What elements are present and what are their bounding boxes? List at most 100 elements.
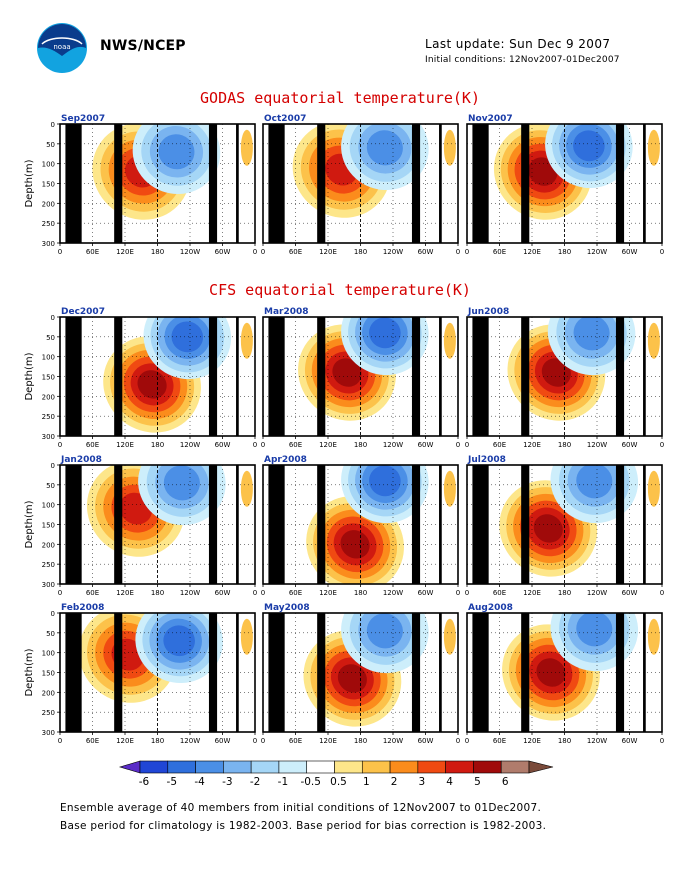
colorbar-label: 2 [391,776,398,788]
land-mask [521,613,530,732]
panel-jun2008: Jun2008 0 60E 120E 180 120W 60W 0 [465,307,664,449]
y-tick-label: 150 [42,670,55,678]
colorbar-arrow-high [528,760,554,774]
x-tick-label: 120E [523,737,541,745]
panel-jul2008: Jul2008 0 60E 120E 180 120W 60W 0 [465,455,664,597]
y-tick-label: 150 [42,181,55,189]
colorbar-swatch [445,760,474,774]
land-mask [472,613,489,732]
warm-contour [541,358,571,387]
panel-label: Apr2008 [264,455,307,465]
x-tick-label: 120E [319,248,337,256]
colorbar-label: 3 [419,776,426,788]
x-tick-label: 0 [465,737,469,745]
warm-contour [647,322,660,359]
x-tick-label: 60E [289,589,302,597]
x-tick-label: 0 [465,589,469,597]
land-mask [65,613,82,732]
x-tick-label: 60W [622,248,638,256]
x-tick-label: 180 [151,248,164,256]
x-tick-label: 0 [253,737,257,745]
colorbar-label: -1 [278,776,288,788]
land-mask [268,613,285,732]
x-tick-label: 0 [58,737,62,745]
y-tick-label: 100 [42,354,55,362]
panel-label: Jul2008 [467,455,506,465]
x-tick-label: 60W [215,737,231,745]
land-mask [439,317,442,436]
x-tick-label: 120E [116,589,134,597]
x-tick-label: 60E [493,248,506,256]
colorbar-swatch [500,760,530,774]
land-mask [317,124,326,243]
panel-nov2007: Nov2007 0 60E 120E 180 120W 60W 0 [465,114,664,256]
x-tick-label: 120W [383,737,403,745]
x-tick-label: 60W [622,441,638,449]
warm-contour [240,618,253,655]
land-mask [643,613,646,732]
cool-contour [573,130,605,162]
colorbar-swatch [306,760,335,774]
panel-label: Nov2007 [468,114,513,124]
land-mask [439,465,442,584]
x-tick-label: 120W [383,248,403,256]
colorbar-swatch [139,760,169,774]
x-tick-label: 180 [151,737,164,745]
noaa-logo: noaa [37,23,87,73]
x-tick-label: 180 [151,589,164,597]
x-tick-label: 0 [660,737,664,745]
y-tick-label: 200 [42,200,55,208]
land-mask [114,317,123,436]
colorbar-swatch [195,760,224,774]
y-tick-label: 100 [42,161,55,169]
y-tick-label: 150 [42,522,55,530]
panel-label: Feb2008 [61,603,104,613]
panel-apr2008: Apr2008 0 60E 120E 180 120W 60W 0 [261,455,460,597]
y-axis-label: Depth(m) [24,648,35,696]
land-mask [615,317,625,436]
panel-label: Dec2007 [61,307,105,317]
land-mask [411,613,421,732]
colorbar-label: -6 [139,776,150,788]
land-mask [615,124,625,243]
y-tick-label: 250 [42,413,55,421]
x-tick-label: 60E [86,737,99,745]
warm-contour [528,157,558,186]
panel-label: Jun2008 [467,307,509,317]
land-mask [114,465,123,584]
last-update: Last update: Sun Dec 9 2007 [425,37,611,51]
anomaly-field [467,465,662,584]
warm-contour [337,664,367,693]
x-tick-label: 0 [261,589,265,597]
cool-contour [163,465,200,501]
x-tick-label: 180 [354,737,367,745]
colorbar-arrow-low [118,760,141,774]
y-tick-label: 50 [46,141,55,149]
panel-sep2007: Sep2007 0 60E 120E 180 120W 60W 0 0 50 100 150 200 25… [24,114,257,256]
panel-dec2007: Dec2007 0 60E 120E 180 120W 60W 0 0 50 100 150 200 25… [24,307,257,449]
x-tick-label: 0 [660,248,664,256]
x-tick-label: 120W [180,248,200,256]
x-tick-label: 60W [215,248,231,256]
y-tick-label: 300 [42,729,55,737]
colorbar: -6 -5 -4 -3 -2 -1 -0.5 0.5 1 2 3 4 5 6 [118,760,554,788]
x-tick-label: 0 [253,441,257,449]
x-tick-label: 180 [354,589,367,597]
x-tick-label: 120W [383,441,403,449]
land-mask [65,317,82,436]
colorbar-swatch [417,760,446,774]
y-tick-label: 250 [42,709,55,717]
panel-label: Aug2008 [468,603,513,613]
x-tick-label: 0 [456,589,460,597]
x-tick-label: 120W [383,589,403,597]
land-mask [208,317,218,436]
colorbar-swatch [473,760,502,774]
panel-aug2008: Aug2008 0 60E 120E 180 120W 60W 0 [465,603,664,745]
land-mask [643,124,646,243]
land-mask [615,465,625,584]
colorbar-swatch [223,760,252,774]
x-tick-label: 60E [493,441,506,449]
land-mask [208,613,218,732]
land-mask [317,465,326,584]
